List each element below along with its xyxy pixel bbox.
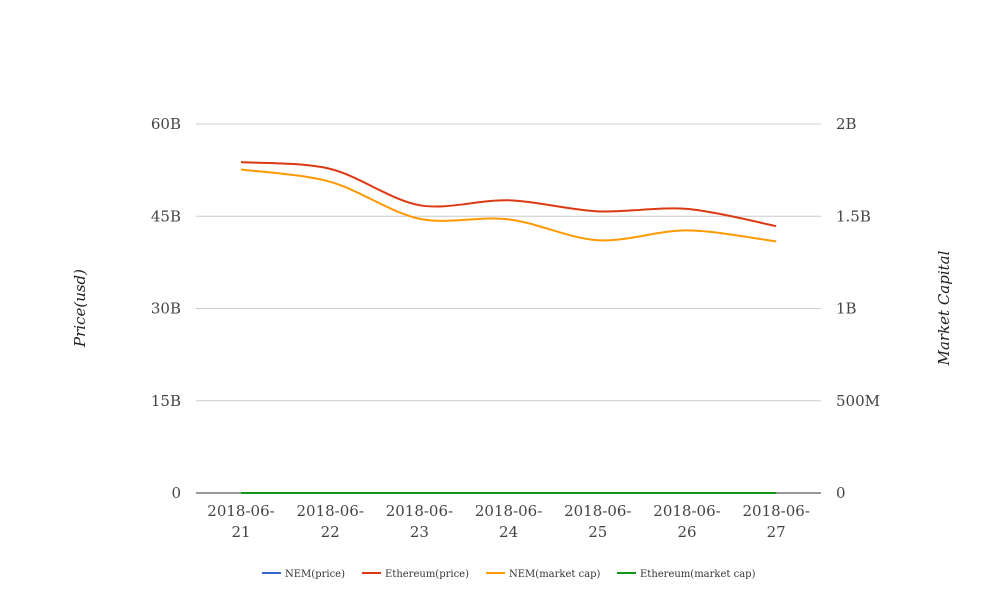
y-right-tick-label: 2B <box>836 115 857 133</box>
y-left-tick-label: 60B <box>151 115 181 133</box>
x-tick-label: 2018-06-26 <box>653 502 720 541</box>
y-left-tick-label: 15B <box>151 392 181 410</box>
legend-label-ethereum-price: Ethereum(price) <box>385 569 469 580</box>
y-left-tick-label: 0 <box>171 484 181 502</box>
series-line-nem-market-cap <box>240 168 777 243</box>
x-tick-label: 2018-06-22 <box>296 502 363 541</box>
legend-label-nem-market-cap: NEM(market cap) <box>509 569 601 580</box>
y-right-axis-title: Market Capital <box>935 250 953 366</box>
y-left-tick-label: 30B <box>151 300 181 318</box>
y-left-axis-title: Price(usd) <box>71 269 89 348</box>
y-right-tick-label: 1.5B <box>836 207 871 225</box>
series-line-ethereum-price <box>240 161 777 228</box>
y-right-tick-label: 500M <box>836 392 880 410</box>
x-tick-label: 2018-06-24 <box>475 502 542 541</box>
x-tick-label: 2018-06-27 <box>742 502 809 541</box>
y-left-tick-label: 45B <box>151 207 181 225</box>
y-right-tick-label: 1B <box>836 300 857 318</box>
x-tick-label: 2018-06-21 <box>207 502 274 541</box>
x-tick-label: 2018-06-23 <box>386 502 453 541</box>
x-tick-label: 2018-06-25 <box>564 502 631 541</box>
y-right-tick-label: 0 <box>836 484 846 502</box>
legend-label-nem-price: NEM(price) <box>285 569 345 580</box>
legend-label-ethereum-market-cap: Ethereum(market cap) <box>640 569 756 580</box>
